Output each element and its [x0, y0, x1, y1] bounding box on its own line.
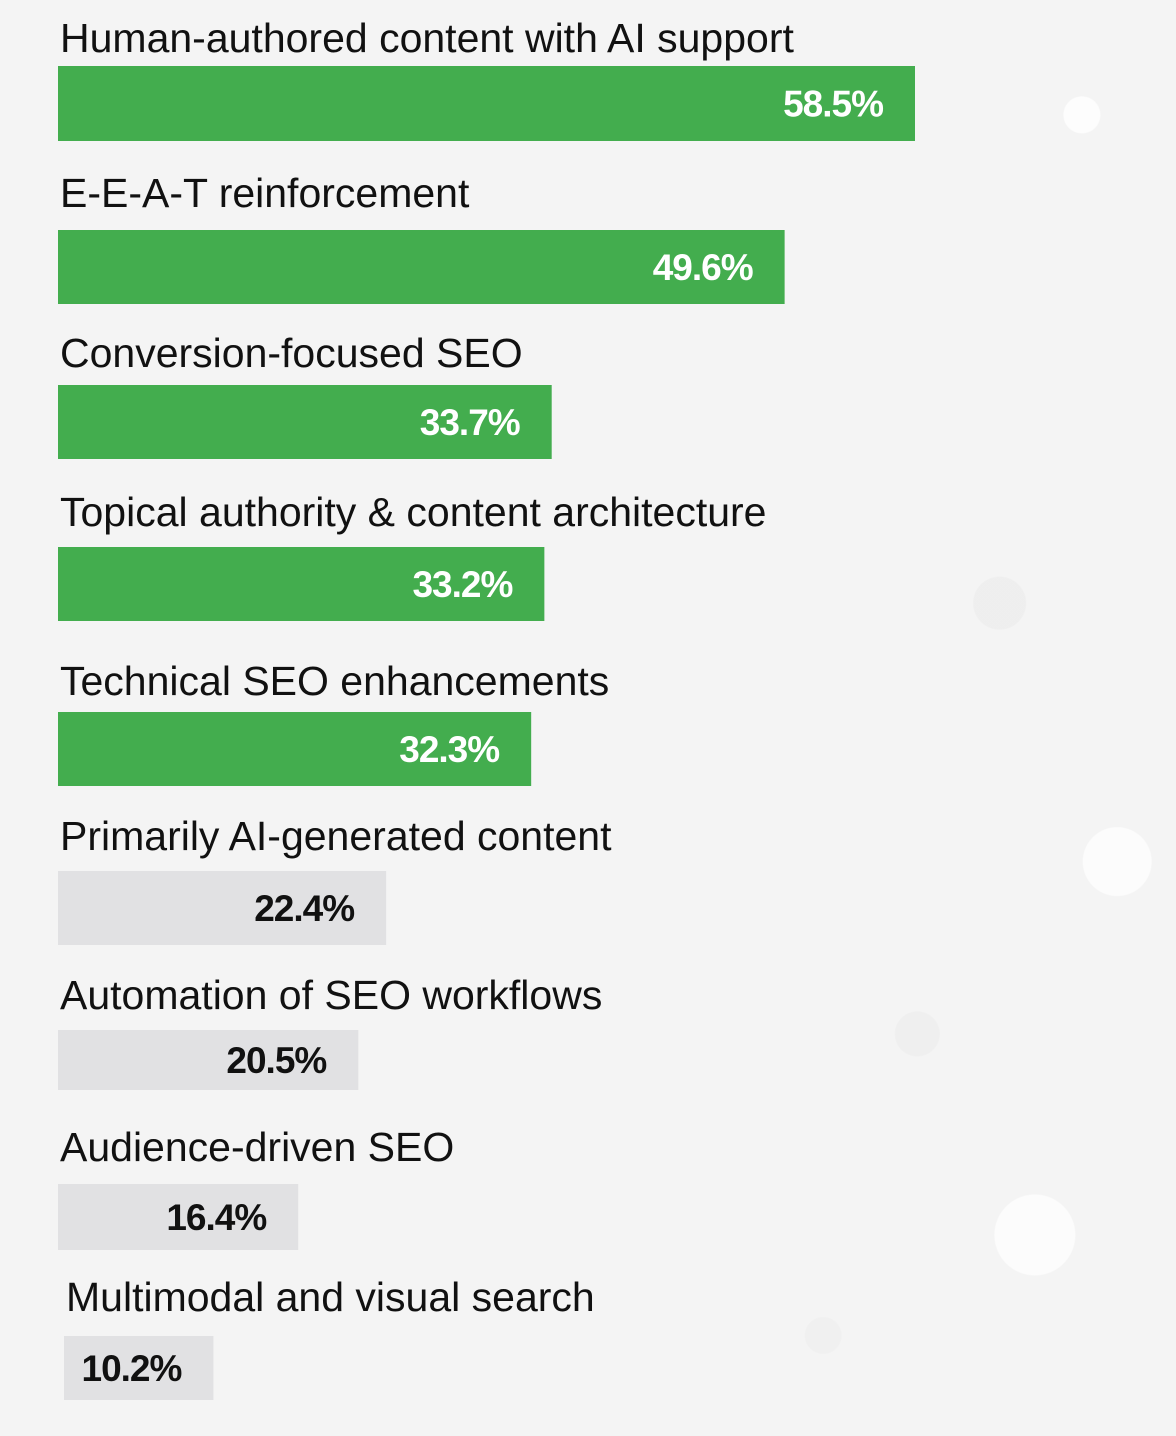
value-label: 58.5%	[783, 84, 883, 125]
bar	[64, 1336, 214, 1400]
value-label: 10.2%	[82, 1348, 182, 1389]
bar	[58, 1184, 299, 1250]
category-label: Topical authority & content architecture	[60, 489, 767, 535]
bar	[58, 547, 545, 621]
bar	[58, 66, 915, 141]
category-label: Conversion-focused SEO	[60, 330, 523, 376]
category-label: Human-authored content with AI support	[60, 15, 794, 61]
value-label: 32.3%	[399, 729, 499, 770]
value-label: 33.2%	[412, 564, 512, 605]
value-label: 22.4%	[254, 888, 354, 929]
category-label: Multimodal and visual search	[66, 1274, 595, 1320]
category-label: Primarily AI-generated content	[60, 813, 612, 859]
bar	[58, 230, 785, 304]
category-label: Automation of SEO workflows	[60, 972, 602, 1018]
value-label: 49.6%	[653, 247, 753, 288]
value-label: 20.5%	[226, 1040, 326, 1081]
bar	[58, 871, 387, 945]
value-label: 33.7%	[420, 402, 520, 443]
value-label: 16.4%	[166, 1197, 266, 1238]
bar	[58, 385, 552, 459]
category-label: Audience-driven SEO	[60, 1124, 454, 1170]
category-label: Technical SEO enhancements	[60, 658, 609, 704]
bar	[58, 1030, 359, 1090]
category-label: E-E-A-T reinforcement	[60, 170, 470, 216]
bar	[58, 712, 532, 786]
